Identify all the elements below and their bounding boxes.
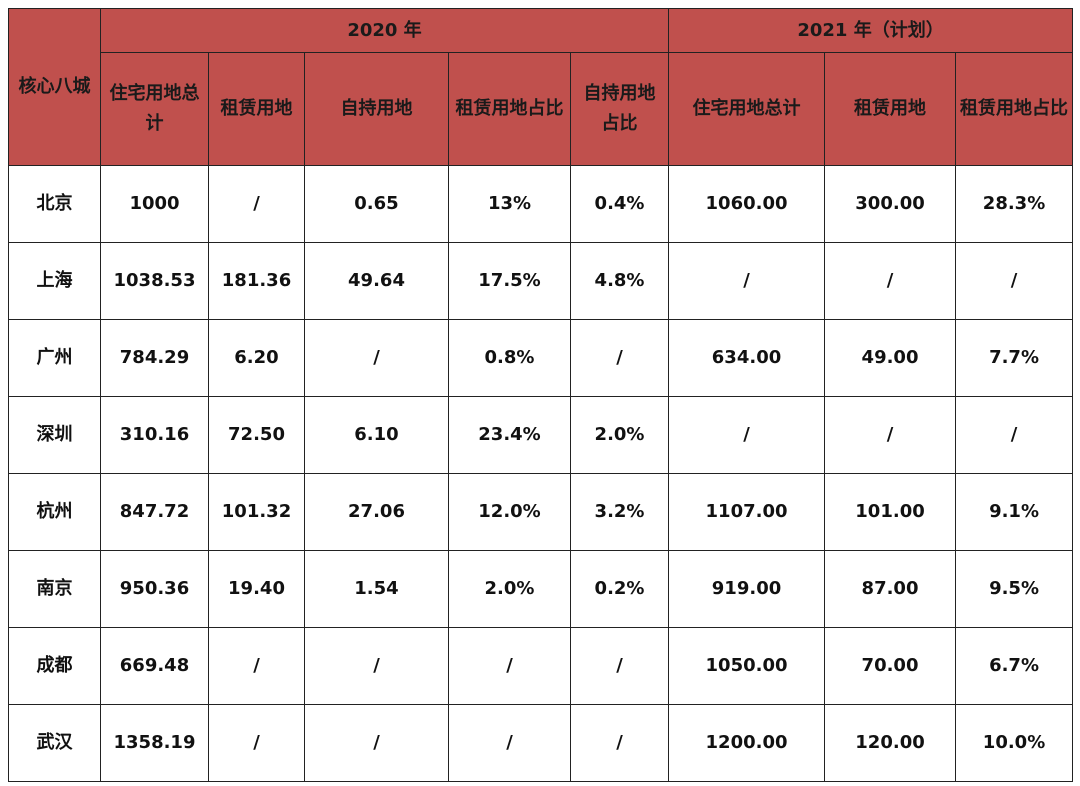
data-cell: 87.00	[824, 550, 957, 628]
table-container: 核心八城 2020 年 2021 年（计划） 住宅用地总计 租赁用地 自持用地 租赁用地占比…	[8, 8, 1074, 782]
group-header: 2021 年（计划）	[668, 8, 1074, 53]
data-cell: 1060.00	[668, 165, 826, 243]
city-cell: 南京	[8, 550, 101, 628]
data-cell: 310.16	[100, 396, 209, 474]
data-cell: 49.00	[824, 319, 957, 397]
column-header: 租赁用地	[208, 52, 305, 166]
data-cell: /	[668, 396, 826, 474]
data-cell: 1050.00	[668, 627, 826, 705]
data-cell: 950.36	[100, 550, 209, 628]
data-cell: /	[569, 627, 670, 705]
data-cell: 1200.00	[668, 704, 826, 782]
data-cell: 6.20	[208, 319, 305, 397]
data-cell: /	[569, 319, 670, 397]
data-cell: /	[824, 396, 957, 474]
data-cell: /	[304, 627, 449, 705]
data-cell: 101.00	[824, 473, 957, 551]
data-cell: /	[824, 242, 957, 320]
data-cell: /	[448, 627, 571, 705]
data-row: 深圳 310.16 72.50 6.10 23.4% 2.0% / / /	[8, 396, 1074, 474]
data-row: 北京 1000/0.65 13% 0.4% 1060.00 300.00 28.3%	[8, 165, 1074, 243]
data-cell: 23.4%	[448, 396, 571, 474]
data-cell: 2.0%	[448, 550, 571, 628]
data-cell: 70.00	[824, 627, 957, 705]
data-cell: 120.00	[824, 704, 957, 782]
data-cell: 919.00	[668, 550, 826, 628]
data-cell: 9.5%	[955, 550, 1074, 628]
data-cell: /	[304, 704, 449, 782]
data-cell: 1358.19	[100, 704, 209, 782]
column-header: 租赁用地	[824, 52, 957, 166]
data-cell: 0.2%	[569, 550, 670, 628]
column-header: 自持用地	[304, 52, 449, 166]
data-cell: 7.7%	[955, 319, 1074, 397]
data-cell: 19.40	[208, 550, 305, 628]
data-row: 南京 950.36 19.40 1.54 2.0% 0.2% 919.00 87.00 9.5%	[8, 550, 1074, 628]
data-row: 上海 1038.53 181.36 49.64 17.5% 4.8% / / /	[8, 242, 1074, 320]
header-row: 核心八城 2020 年 2021 年（计划）	[8, 8, 1074, 166]
data-cell: 1000	[100, 165, 209, 243]
corner-header: 核心八城	[8, 8, 101, 166]
group-header: 2020 年	[99, 8, 670, 53]
data-cell: 847.72	[100, 473, 209, 551]
data-cell: 634.00	[668, 319, 826, 397]
data-cell: /	[304, 319, 449, 397]
data-cell: /	[569, 704, 670, 782]
data-cell: /	[668, 242, 826, 320]
data-cell: 181.36	[208, 242, 305, 320]
data-cell: 27.06	[304, 473, 449, 551]
data-cell: 1107.00	[668, 473, 826, 551]
data-cell: /	[955, 242, 1074, 320]
column-header: 租赁用地占比	[955, 52, 1074, 166]
data-cell: 101.32	[208, 473, 305, 551]
data-cell: 300.00	[824, 165, 957, 243]
city-cell: 武汉	[8, 704, 101, 782]
data-cell: 6.10	[304, 396, 449, 474]
data-cell: 10.0%	[955, 704, 1074, 782]
city-cell: 成都	[8, 627, 101, 705]
column-header: 住宅用地总计	[100, 52, 209, 166]
data-cell: /	[955, 396, 1074, 474]
data-cell: 0.65	[304, 165, 449, 243]
data-cell: /	[448, 704, 571, 782]
data-row: 杭州 847.72 101.32 27.06 12.0% 3.2% 1107.00 101.0…	[8, 473, 1074, 551]
data-cell: 13%	[448, 165, 571, 243]
data-cell: /	[208, 627, 305, 705]
data-cell: 784.29	[100, 319, 209, 397]
city-cell: 深圳	[8, 396, 101, 474]
column-header: 租赁用地占比	[448, 52, 571, 166]
data-cell: 72.50	[208, 396, 305, 474]
data-cell: 1.54	[304, 550, 449, 628]
data-cell: 0.4%	[569, 165, 670, 243]
data-row: 广州 784.29 6.20/0.8%/634.00 49.00 7.7%	[8, 319, 1074, 397]
data-cell: 28.3%	[955, 165, 1074, 243]
data-cell: 1038.53	[100, 242, 209, 320]
header-row: 住宅用地总计 租赁用地 自持用地 租赁用地占比 自持用地占比 住宅用地总计 租赁用地 租赁用地…	[9, 52, 1074, 166]
data-cell: /	[208, 165, 305, 243]
column-header: 自持用地占比	[569, 52, 670, 166]
data-row: 成都 669.48// //1050.00 70.00 6.7%	[8, 627, 1074, 705]
data-row: 武汉 1358.19// //1200.00 120.00 10.0%	[8, 704, 1074, 782]
data-cell: 12.0%	[448, 473, 571, 551]
data-cell: /	[208, 704, 305, 782]
data-cell: 4.8%	[569, 242, 670, 320]
column-header: 住宅用地总计	[668, 52, 826, 166]
data-cell: 6.7%	[955, 627, 1074, 705]
city-cell: 杭州	[8, 473, 101, 551]
data-table: 核心八城 2020 年 2021 年（计划） 住宅用地总计 租赁用地 自持用地 租赁用地占比…	[8, 8, 1074, 782]
city-cell: 广州	[8, 319, 101, 397]
data-cell: 9.1%	[955, 473, 1074, 551]
data-cell: 3.2%	[569, 473, 670, 551]
data-cell: 669.48	[100, 627, 209, 705]
table-body: 核心八城 2020 年 2021 年（计划） 住宅用地总计 租赁用地 自持用地 租赁用地占比…	[8, 8, 1074, 782]
city-cell: 上海	[8, 242, 101, 320]
data-cell: 0.8%	[448, 319, 571, 397]
data-cell: 17.5%	[448, 242, 571, 320]
data-cell: 49.64	[304, 242, 449, 320]
city-cell: 北京	[8, 165, 101, 243]
data-cell: 2.0%	[569, 396, 670, 474]
